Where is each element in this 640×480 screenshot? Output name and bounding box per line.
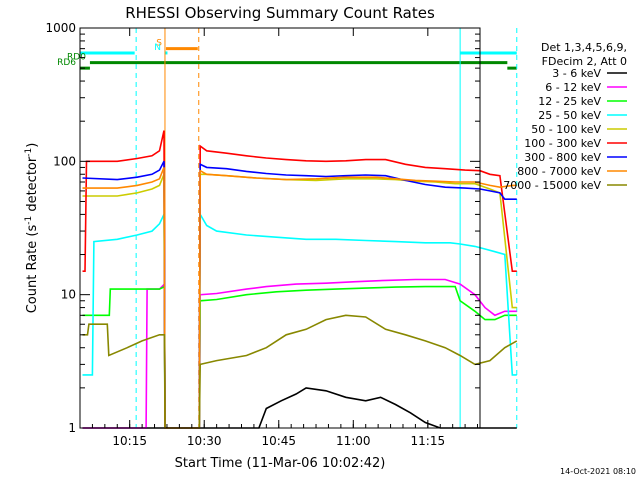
x-tick-label-2: 10:45 bbox=[261, 434, 296, 448]
legend-label-5: 100 - 300 keV bbox=[524, 137, 601, 150]
legend-title-1: FDecim 2, Att 0 bbox=[542, 55, 627, 68]
y-tick-label-1: 10 bbox=[61, 288, 76, 302]
y-tick-label-3: 1000 bbox=[45, 21, 76, 35]
series-line-5 bbox=[82, 130, 517, 429]
y-axis-label-sup2: -1 bbox=[24, 148, 34, 157]
plot-frame bbox=[79, 27, 481, 429]
y-axis-label-main: Count Rate (s bbox=[25, 225, 40, 314]
series-line-2 bbox=[82, 285, 517, 429]
y-tick-label-0: 1 bbox=[68, 421, 76, 435]
legend-title-0: Det 1,3,4,5,6,9, bbox=[541, 41, 627, 54]
y-tick-label-2: 100 bbox=[53, 154, 76, 168]
y-axis-label-end: ) bbox=[25, 143, 40, 148]
timestamp: 14-Oct-2021 08:10 bbox=[560, 467, 636, 476]
series-line-0 bbox=[82, 387, 517, 429]
legend-label-2: 12 - 25 keV bbox=[538, 95, 601, 108]
legend-label-1: 6 - 12 keV bbox=[545, 81, 601, 94]
series-line-8 bbox=[82, 314, 518, 429]
y-axis-label-mid: detector bbox=[25, 156, 40, 216]
flag-label-4: RD0 bbox=[67, 53, 86, 63]
x-axis-ticks: 10:15 10:30 10:45 11:00 11:15 bbox=[79, 28, 479, 448]
x-tick-label-1: 10:30 bbox=[187, 434, 222, 448]
legend-label-4: 50 - 100 keV bbox=[531, 123, 601, 136]
x-tick-label-3: 11:00 bbox=[336, 434, 371, 448]
flag-label-1: N bbox=[154, 43, 161, 53]
y-axis-label-sup: -1 bbox=[24, 216, 34, 225]
legend-label-6: 300 - 800 keV bbox=[524, 151, 601, 164]
legend-label-8: 7000 - 15000 keV bbox=[503, 179, 601, 192]
x-tick-label-4: 11:15 bbox=[411, 434, 446, 448]
chart-title: RHESSI Observing Summary Count Rates bbox=[125, 4, 435, 22]
flag-label-5: RD6 bbox=[57, 58, 76, 68]
vertical-markers bbox=[79, 28, 518, 428]
y-axis-ticks: 1 10 100 1000 bbox=[45, 21, 480, 435]
x-tick-label-0: 10:15 bbox=[112, 434, 147, 448]
x-axis-label: Start Time (11-Mar-06 10:02:42) bbox=[175, 456, 386, 471]
series-line-6 bbox=[82, 160, 517, 429]
legend-label-7: 800 - 7000 keV bbox=[517, 165, 601, 178]
legend-label-0: 3 - 6 keV bbox=[552, 67, 601, 80]
legend: Det 1,3,4,5,6,9,FDecim 2, Att 03 - 6 keV… bbox=[503, 41, 627, 192]
series-lines bbox=[82, 130, 518, 429]
y-axis-label: Count Rate (s-1 detector-1) bbox=[24, 143, 40, 314]
legend-label-3: 25 - 50 keV bbox=[538, 109, 601, 122]
flag-label-0: S bbox=[156, 39, 162, 49]
series-line-1 bbox=[82, 278, 517, 429]
